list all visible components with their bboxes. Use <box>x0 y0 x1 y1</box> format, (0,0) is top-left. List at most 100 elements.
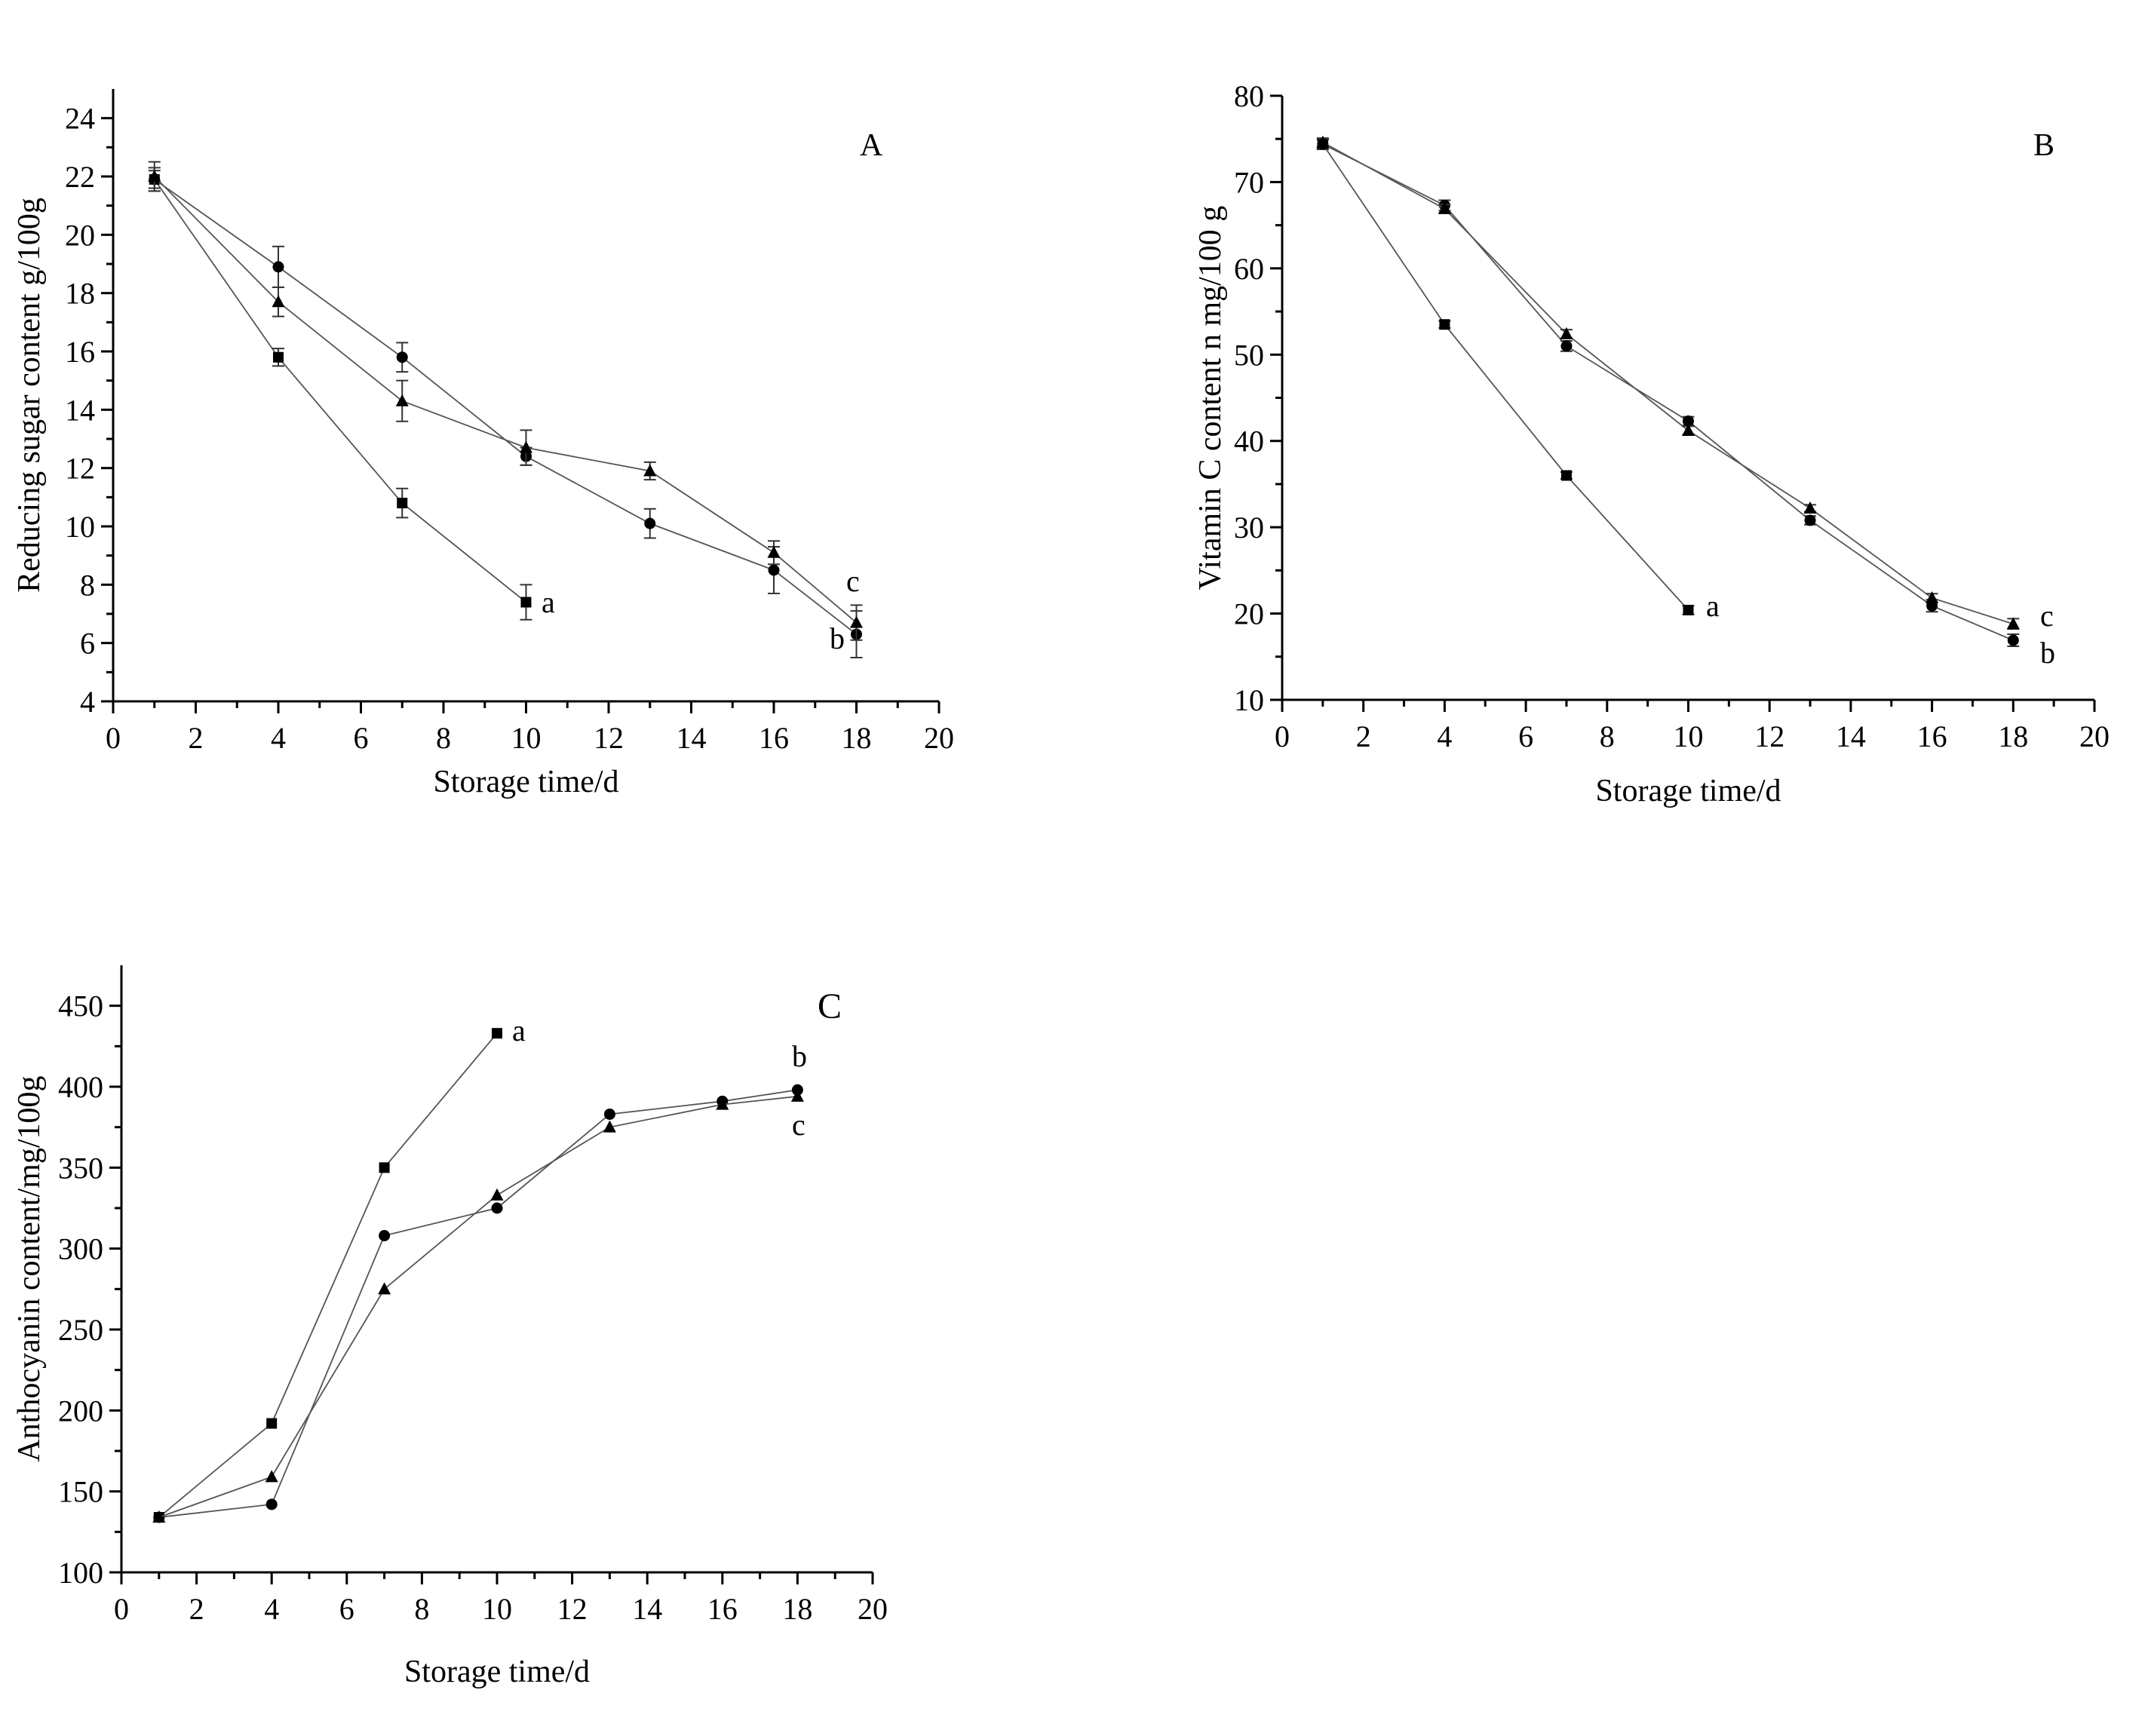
data-point-triangle <box>395 394 409 406</box>
y-axis-title: Reducing sugar content g/100g <box>12 198 47 593</box>
series-c: c <box>1316 135 2054 633</box>
x-tick-label: 10 <box>511 721 542 755</box>
x-tick-label: 20 <box>2079 719 2110 753</box>
series-c: c <box>148 161 863 641</box>
y-tick-label: 350 <box>58 1151 103 1185</box>
series-label: c <box>846 564 860 598</box>
series-line <box>158 1095 798 1518</box>
data-point-square <box>273 351 284 363</box>
x-tick-label: 12 <box>594 721 624 755</box>
series-line <box>158 1032 498 1518</box>
x-tick-label: 12 <box>557 1592 588 1626</box>
data-point-triangle <box>490 1188 504 1201</box>
panel-label: C <box>818 986 842 1026</box>
y-tick-label: 80 <box>1234 79 1264 113</box>
y-tick-label: 50 <box>1234 338 1264 372</box>
data-point-circle <box>1804 514 1816 526</box>
y-tick-label: 60 <box>1234 252 1264 286</box>
x-tick-label: 16 <box>1917 719 1947 753</box>
data-point-square <box>1683 604 1694 615</box>
data-point-triangle <box>152 1511 166 1523</box>
x-tick-label: 20 <box>858 1592 888 1626</box>
data-point-circle <box>272 261 284 273</box>
series-line <box>1322 142 2014 625</box>
y-tick-label: 250 <box>58 1313 103 1347</box>
panel-label: B <box>2033 128 2054 163</box>
x-tick-label: 2 <box>189 721 204 755</box>
series-label: a <box>1706 589 1720 623</box>
data-point-triangle <box>1438 201 1451 214</box>
x-tick-label: 0 <box>106 721 121 755</box>
y-tick-label: 22 <box>65 160 95 194</box>
y-axis-title: Anthocyanin content/mg/100g <box>12 1075 47 1461</box>
series-label: c <box>792 1108 806 1142</box>
y-tick-label: 400 <box>58 1070 103 1104</box>
x-tick-label: 2 <box>1356 719 1371 753</box>
data-point-square <box>492 1028 502 1039</box>
y-tick-label: 6 <box>80 627 95 661</box>
chart-panel-a: 0 2 4 6 8 10 12 14 16 18 204681012141618202224Stor… <box>12 89 954 799</box>
y-tick-label: 10 <box>1234 683 1264 717</box>
data-point-circle <box>2007 634 2019 646</box>
series-label: b <box>830 621 845 655</box>
data-point-square <box>1560 470 1572 481</box>
y-tick-label: 30 <box>1234 511 1264 544</box>
y-tick-label: 40 <box>1234 425 1264 459</box>
series-label: a <box>512 1014 526 1047</box>
data-point-circle <box>1683 415 1694 427</box>
series-a: a <box>1316 139 1720 623</box>
series-label: c <box>2040 599 2054 633</box>
x-tick-label: 10 <box>1674 719 1704 753</box>
series-label: b <box>2040 636 2055 670</box>
x-tick-label: 4 <box>1437 719 1452 753</box>
x-tick-label: 6 <box>339 1592 354 1626</box>
data-point-square <box>520 597 532 608</box>
chart-panel-b: 0 2 4 6 8 10 12 14 16 18 20 10 20 30 40 50 60 70 80 Storage… <box>1193 79 2110 808</box>
x-tick-label: 0 <box>114 1592 129 1626</box>
data-point-circle <box>491 1202 503 1214</box>
x-tick-label: 4 <box>264 1592 279 1626</box>
data-point-triangle <box>2006 617 2020 630</box>
data-point-circle <box>603 1108 615 1120</box>
x-axis-title: Storage time/d <box>404 1655 590 1689</box>
data-point-triangle <box>1926 590 1939 603</box>
series-line <box>154 179 858 635</box>
data-point-circle <box>396 351 408 363</box>
data-point-triangle <box>520 440 532 453</box>
x-tick-label: 10 <box>482 1592 512 1626</box>
data-point-triangle <box>767 545 781 558</box>
data-point-circle <box>1560 340 1573 352</box>
y-tick-label: 450 <box>58 989 103 1023</box>
series-b: b <box>1316 138 2055 670</box>
x-axis-title: Storage time/d <box>1595 774 1781 808</box>
y-tick-label: 150 <box>58 1475 103 1509</box>
data-point-triangle <box>603 1120 616 1133</box>
x-tick-label: 14 <box>632 1592 662 1626</box>
data-point-triangle <box>1682 423 1695 436</box>
y-tick-label: 12 <box>65 452 95 486</box>
y-tick-label: 10 <box>65 510 95 544</box>
series-b: b <box>148 170 863 658</box>
y-tick-label: 100 <box>58 1556 103 1590</box>
chart-panel-c: 0 2 4 6 8 10 12 14 16 18 20 100 150 200 250 300 350 400 45… <box>12 965 888 1689</box>
data-point-square <box>1439 319 1450 330</box>
series-a: a <box>153 1014 526 1523</box>
y-tick-label: 24 <box>65 102 95 136</box>
y-tick-label: 16 <box>65 335 95 369</box>
data-point-triangle <box>850 615 863 628</box>
y-tick-label: 14 <box>65 393 95 427</box>
series-line <box>1322 143 2014 641</box>
series-line <box>158 1089 798 1518</box>
data-point-circle <box>379 1229 391 1241</box>
x-tick-label: 18 <box>842 721 872 755</box>
data-point-triangle <box>272 295 285 308</box>
data-point-triangle <box>1803 501 1817 514</box>
series-line <box>154 176 858 624</box>
series-line <box>1322 143 1689 611</box>
y-tick-label: 18 <box>65 277 95 311</box>
y-tick-label: 8 <box>80 568 95 602</box>
data-point-triangle <box>378 1282 391 1295</box>
data-point-triangle <box>1316 135 1330 148</box>
x-axis-title: Storage time/d <box>433 765 618 799</box>
